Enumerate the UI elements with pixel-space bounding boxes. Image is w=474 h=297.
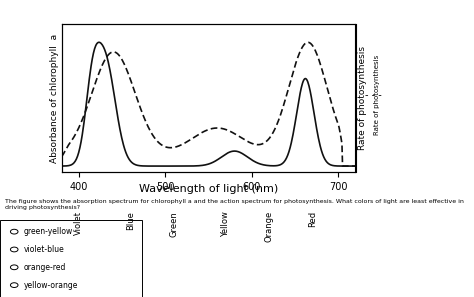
Text: Yellow: Yellow [221,211,230,237]
Text: The figure shows the absorption spectrum for chlorophyll a and the action spectr: The figure shows the absorption spectrum… [5,199,464,210]
Text: Violet: Violet [74,211,83,235]
Text: yellow-orange: yellow-orange [24,281,78,290]
Text: Red: Red [308,211,317,227]
Text: Green: Green [170,211,179,237]
Text: Wavelength of light (nm): Wavelength of light (nm) [139,184,278,194]
Text: green-yellow: green-yellow [24,227,73,236]
Text: Blue: Blue [126,211,135,230]
Text: Rate of photosynthesis: Rate of photosynthesis [374,55,381,135]
Y-axis label: Absorbance of chlorophyll  a: Absorbance of chlorophyll a [50,34,59,162]
Text: orange-red: orange-red [24,263,66,272]
Text: - - -: - - - [365,90,382,100]
Text: violet-blue: violet-blue [24,245,64,254]
Text: Orange: Orange [264,211,273,242]
Y-axis label: Rate of photosynthesis: Rate of photosynthesis [358,46,367,150]
